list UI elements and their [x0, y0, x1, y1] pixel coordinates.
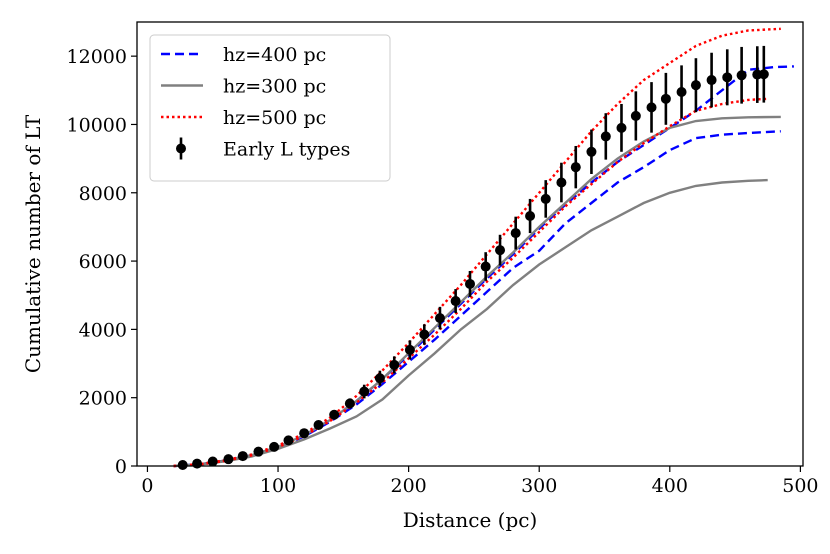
data-point: [586, 146, 597, 157]
data-point: [706, 75, 717, 86]
data-point: [434, 313, 445, 324]
y-axis-label: Cumulative number of LT: [21, 114, 45, 373]
data-point: [344, 398, 355, 409]
legend-marker: [176, 143, 186, 154]
data-point: [389, 359, 400, 370]
data-point: [313, 420, 324, 431]
data-point: [177, 459, 188, 470]
y-tick-label: 8000: [79, 183, 127, 205]
data-point: [237, 451, 248, 462]
y-tick-label: 12000: [67, 46, 127, 68]
data-point: [253, 446, 264, 457]
data-point: [359, 386, 370, 397]
x-tick-label: 200: [390, 475, 426, 497]
data-point: [676, 87, 687, 98]
data-point: [510, 228, 521, 239]
y-tick-label: 2000: [79, 388, 127, 410]
x-tick-label: 100: [260, 475, 296, 497]
data-point: [570, 162, 581, 173]
data-point: [404, 344, 415, 355]
data-point: [207, 456, 218, 467]
legend-label: hz=500 pc: [223, 107, 326, 129]
y-tick-label: 10000: [67, 114, 127, 136]
data-point: [419, 329, 430, 340]
legend: hz=400 pc hz=300 pc hz=500 pc Early L types: [149, 34, 391, 182]
data-point: [525, 210, 536, 221]
data-point: [329, 409, 340, 420]
data-point: [269, 441, 280, 452]
data-point: [465, 278, 475, 289]
legend-label: hz=400 pc: [223, 44, 326, 66]
x-tick-label: 400: [652, 475, 688, 497]
legend-label: Early L types: [223, 139, 350, 161]
data-point: [495, 245, 506, 256]
plot-area: [173, 27, 794, 470]
legend-box: [149, 34, 391, 182]
y-tick-label: 0: [115, 456, 127, 478]
x-tick-label: 500: [782, 475, 818, 497]
legend-label: hz=300 pc: [223, 76, 326, 98]
data-point: [690, 80, 701, 91]
data-point: [299, 428, 310, 439]
data-point: [192, 458, 203, 469]
data-point: [450, 296, 461, 307]
data-point: [646, 102, 657, 113]
data-point: [660, 93, 671, 104]
data-point: [540, 193, 551, 204]
axis-ticks: 0 100 200 300 400 500 0 2000 4000 6000 8000 10000 12…: [67, 46, 819, 497]
series-line-solid-2: [173, 178, 768, 468]
data-point: [630, 110, 641, 121]
data-point: [556, 177, 567, 188]
data-point: [616, 122, 627, 133]
data-point: [374, 373, 385, 384]
x-tick-label: 0: [141, 475, 153, 497]
axes-frame: [136, 21, 804, 467]
y-tick-label: 4000: [79, 319, 127, 341]
data-point: [722, 72, 733, 83]
data-point: [758, 69, 769, 80]
data-point: [736, 70, 747, 81]
data-point: [283, 435, 294, 446]
data-point: [223, 454, 234, 465]
data-point: [480, 261, 491, 272]
data-point: [600, 131, 611, 142]
x-tick-label: 300: [521, 475, 557, 497]
y-tick-label: 6000: [79, 251, 127, 273]
x-axis-label: Distance (pc): [403, 508, 538, 532]
series-line-dashed-2: [173, 130, 781, 468]
